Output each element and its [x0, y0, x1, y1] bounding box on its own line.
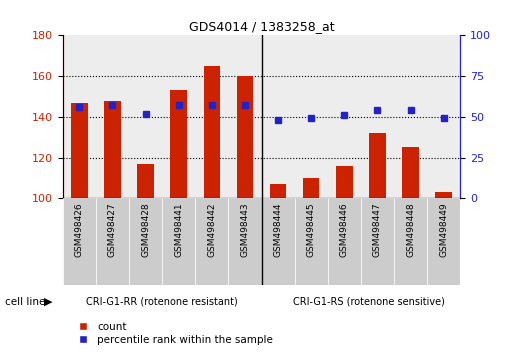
Bar — [63, 35, 96, 198]
Bar — [294, 35, 328, 198]
Text: CRI-G1-RR (rotenone resistant): CRI-G1-RR (rotenone resistant) — [86, 297, 238, 307]
Bar — [336, 166, 353, 198]
Text: GSM498449: GSM498449 — [439, 202, 448, 257]
Text: GSM498426: GSM498426 — [75, 202, 84, 257]
FancyBboxPatch shape — [294, 198, 328, 285]
FancyBboxPatch shape — [63, 198, 96, 285]
Text: cell line: cell line — [5, 297, 46, 307]
Text: GSM498446: GSM498446 — [340, 202, 349, 257]
Text: GSM498448: GSM498448 — [406, 202, 415, 257]
Bar — [129, 35, 162, 198]
FancyBboxPatch shape — [328, 198, 361, 285]
Bar — [229, 35, 262, 198]
Bar — [427, 35, 460, 198]
Bar — [394, 35, 427, 198]
Text: GSM498445: GSM498445 — [306, 202, 316, 257]
Bar — [236, 76, 253, 198]
Bar — [195, 35, 229, 198]
Bar — [328, 35, 361, 198]
Bar — [71, 103, 87, 198]
Text: GSM498444: GSM498444 — [274, 202, 282, 257]
Text: ▶: ▶ — [44, 297, 53, 307]
FancyBboxPatch shape — [129, 198, 162, 285]
Text: GSM498427: GSM498427 — [108, 202, 117, 257]
Text: GSM498441: GSM498441 — [174, 202, 183, 257]
Bar — [96, 35, 129, 198]
Bar — [262, 35, 294, 198]
Title: GDS4014 / 1383258_at: GDS4014 / 1383258_at — [189, 20, 334, 33]
Bar — [162, 35, 195, 198]
Bar — [303, 178, 320, 198]
Bar — [402, 147, 419, 198]
Bar — [270, 184, 287, 198]
Text: GSM498442: GSM498442 — [207, 202, 217, 257]
Bar — [170, 90, 187, 198]
FancyBboxPatch shape — [96, 198, 129, 285]
FancyBboxPatch shape — [427, 198, 460, 285]
Text: CRI-G1-RS (rotenone sensitive): CRI-G1-RS (rotenone sensitive) — [293, 297, 445, 307]
Bar — [203, 66, 220, 198]
FancyBboxPatch shape — [262, 198, 294, 285]
Bar — [104, 101, 121, 198]
FancyBboxPatch shape — [229, 198, 262, 285]
FancyBboxPatch shape — [394, 198, 427, 285]
FancyBboxPatch shape — [361, 198, 394, 285]
Bar — [369, 133, 385, 198]
FancyBboxPatch shape — [162, 198, 195, 285]
Text: GSM498428: GSM498428 — [141, 202, 150, 257]
Bar — [435, 192, 452, 198]
Bar — [361, 35, 394, 198]
Text: GSM498443: GSM498443 — [241, 202, 249, 257]
Text: GSM498447: GSM498447 — [373, 202, 382, 257]
Bar — [137, 164, 154, 198]
Legend: count, percentile rank within the sample: count, percentile rank within the sample — [68, 317, 277, 349]
FancyBboxPatch shape — [195, 198, 229, 285]
